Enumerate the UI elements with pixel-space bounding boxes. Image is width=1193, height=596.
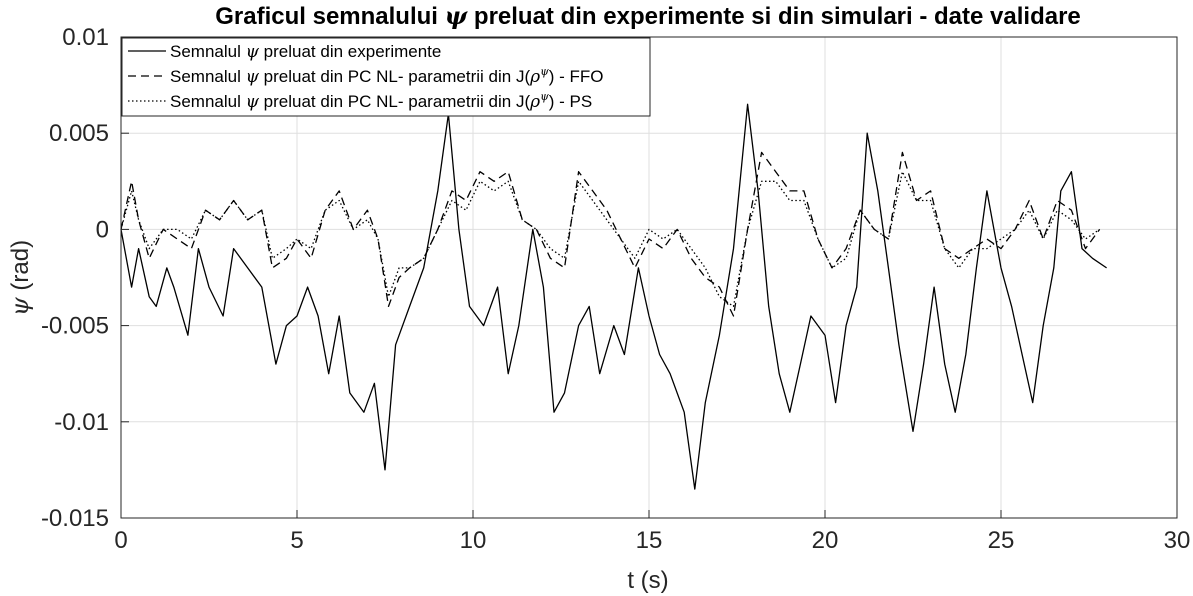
series-line-dotted <box>120 171 1100 308</box>
y-tick-label: -0.01 <box>54 409 109 436</box>
x-tick-label: 15 <box>636 527 663 554</box>
series-line-dashed <box>120 151 1101 317</box>
ticks: 0 5 10 15 20 25 30 -0.015 -0.01 -0.005 0 0.005 0.01 <box>41 24 1190 554</box>
y-axis-label: ψ (rad) <box>6 240 34 316</box>
y-tick-label: 0 <box>96 216 109 243</box>
legend-entry-ffo: Semnalul ψ preluat din PC NL- parametrii… <box>170 65 604 87</box>
y-tick-label: -0.005 <box>41 313 109 340</box>
x-tick-label: 30 <box>1164 527 1191 554</box>
chart-title: Graficul semnalului ψ preluat din experi… <box>215 1 1081 30</box>
series-group <box>120 103 1107 490</box>
title-pre: Graficul semnalului <box>215 3 444 30</box>
title-psi: ψ <box>445 1 469 30</box>
y-tick-label: 0.005 <box>49 120 109 147</box>
legend: Semnalul ψ preluat din experimente Semna… <box>121 37 651 117</box>
y-tick-label: -0.015 <box>41 505 109 532</box>
x-tick-label: 25 <box>988 527 1015 554</box>
x-tick-label: 5 <box>290 527 303 554</box>
legend-entry-experiment: Semnalul ψ preluat din experimente <box>170 42 441 62</box>
y-tick-label: 0.01 <box>62 24 109 51</box>
legend-entry-ps: Semnalul ψ preluat din PC NL- parametrii… <box>170 90 592 112</box>
x-axis-label: t (s) <box>627 567 668 594</box>
x-tick-label: 10 <box>460 527 487 554</box>
x-tick-label: 20 <box>812 527 839 554</box>
x-tick-label: 0 <box>114 527 127 554</box>
ylabel-unit: (rad) <box>7 240 34 297</box>
series-line-solid <box>120 103 1107 490</box>
legend-box <box>121 37 651 117</box>
ylabel-psi: ψ <box>6 296 34 316</box>
title-post: preluat din experimente si din simulari … <box>467 3 1081 30</box>
